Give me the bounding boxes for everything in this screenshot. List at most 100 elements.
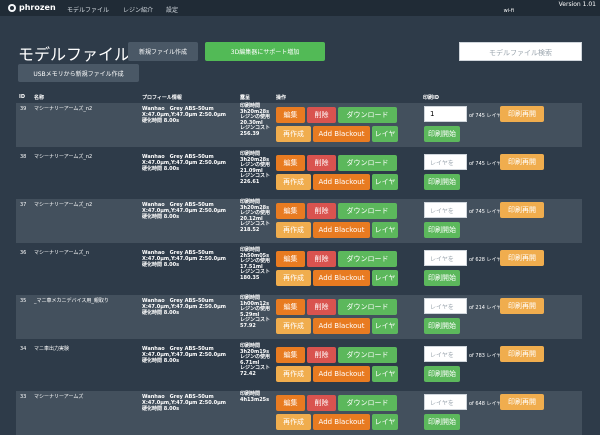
add-blackout-button[interactable]: Add Blackout xyxy=(313,414,370,430)
delete-button[interactable]: 削除 xyxy=(307,395,336,411)
download-button[interactable]: ダウンロード xyxy=(338,395,397,411)
add-blackout-button[interactable]: Add Blackout xyxy=(313,126,370,142)
delete-button[interactable]: 削除 xyxy=(307,347,336,363)
edit-button[interactable]: 編集 xyxy=(276,155,305,171)
row-profile: Wanhao Grey ABS-50um X:47.0μm,Y:47.0μm Z… xyxy=(142,154,226,172)
nav-settings[interactable]: 設定 xyxy=(166,7,179,14)
logo[interactable]: phrozen xyxy=(8,3,56,12)
print-resume-button[interactable]: 印刷再開 xyxy=(500,154,544,170)
recreate-button[interactable]: 再作成 xyxy=(276,126,311,142)
nav-model-files[interactable]: モデルファイル xyxy=(67,7,110,14)
row-name: マニ車出力実験 xyxy=(34,346,70,352)
row-id: 37 xyxy=(20,202,27,208)
download-button[interactable]: ダウンロード xyxy=(338,299,397,315)
recreate-button[interactable]: 再作成 xyxy=(276,270,311,286)
layer-input[interactable]: レイヤを xyxy=(424,298,467,314)
print-resume-button[interactable]: 印刷再開 xyxy=(500,106,544,122)
add-support-button[interactable]: 3D編集器にサポート増加 xyxy=(205,42,325,61)
add-blackout-button[interactable]: Add Blackout xyxy=(313,318,370,334)
model-search-input[interactable]: モデルファイル検索 xyxy=(459,42,582,61)
row-stats: 印刷時間 1h00m12s レジンの使用 5.29ml レジンコスト 57.92 xyxy=(240,295,271,329)
layer-button[interactable]: レイヤ xyxy=(372,318,398,334)
usb-new-file-button[interactable]: USBメモリから新規ファイル作成 xyxy=(18,64,139,82)
wifi-label[interactable]: wi-fi xyxy=(503,8,514,14)
recreate-button[interactable]: 再作成 xyxy=(276,174,311,190)
row-name: マシーナリーアームズ_n xyxy=(34,250,90,256)
layer-count-label: of 214 レイヤ xyxy=(469,305,502,311)
print-resume-button[interactable]: 印刷再開 xyxy=(500,202,544,218)
row-id: 33 xyxy=(20,394,27,400)
layer-input[interactable]: 1 xyxy=(424,106,467,122)
nav-resin-intro[interactable]: レジン紹介 xyxy=(123,7,154,14)
print-start-button[interactable]: 印刷開始 xyxy=(424,270,460,286)
recreate-button[interactable]: 再作成 xyxy=(276,222,311,238)
layer-input[interactable]: レイヤを xyxy=(424,250,467,266)
row-stats: 印刷時間 3h20m28s レジンの使用 20.30ml レジンコスト 256.… xyxy=(240,103,271,137)
header-id: ID xyxy=(19,94,26,100)
recreate-button[interactable]: 再作成 xyxy=(276,318,311,334)
download-button[interactable]: ダウンロード xyxy=(338,107,397,123)
print-start-button[interactable]: 印刷開始 xyxy=(424,366,460,382)
layer-input[interactable]: レイヤを xyxy=(424,394,467,410)
row-name: マシーナリーアームズ_n2 xyxy=(34,202,93,208)
edit-button[interactable]: 編集 xyxy=(276,299,305,315)
add-blackout-button[interactable]: Add Blackout xyxy=(313,366,370,382)
layer-button[interactable]: レイヤ xyxy=(372,366,398,382)
header-profile: プロフィール情報 xyxy=(142,95,182,101)
new-file-button[interactable]: 新規ファイル作成 xyxy=(128,42,198,61)
layer-count-label: of 628 レイヤ xyxy=(469,257,502,263)
print-resume-button[interactable]: 印刷再開 xyxy=(500,250,544,266)
row-stats: 印刷時間 3h20m28s レジンの使用 20.12ml レジンコスト 218.… xyxy=(240,199,271,233)
row-stats: 印刷時間 3h20m28s レジンの使用 21.09ml レジンコスト 226.… xyxy=(240,151,271,185)
delete-button[interactable]: 削除 xyxy=(307,203,336,219)
edit-button[interactable]: 編集 xyxy=(276,107,305,123)
page-title: モデルファイル xyxy=(18,45,131,64)
download-button[interactable]: ダウンロード xyxy=(338,251,397,267)
add-blackout-button[interactable]: Add Blackout xyxy=(313,174,370,190)
layer-input[interactable]: レイヤを xyxy=(424,202,467,218)
edit-button[interactable]: 編集 xyxy=(276,251,305,267)
add-blackout-button[interactable]: Add Blackout xyxy=(313,270,370,286)
recreate-button[interactable]: 再作成 xyxy=(276,414,311,430)
layer-count-label: of 783 レイヤ xyxy=(469,353,502,359)
layer-count-label: of 745 レイヤ xyxy=(469,161,502,167)
recreate-button[interactable]: 再作成 xyxy=(276,366,311,382)
table-row: 37 マシーナリーアームズ_n2 Wanhao Grey ABS-50um X:… xyxy=(16,199,582,243)
layer-input[interactable]: レイヤを xyxy=(424,154,467,170)
layer-button[interactable]: レイヤ xyxy=(372,270,398,286)
print-start-button[interactable]: 印刷開始 xyxy=(424,414,460,430)
print-start-button[interactable]: 印刷開始 xyxy=(424,318,460,334)
row-profile: Wanhao Grey ABS-50um X:47.0μm,Y:47.0μm Z… xyxy=(142,250,226,268)
edit-button[interactable]: 編集 xyxy=(276,395,305,411)
row-profile: Wanhao Grey ABS-50um X:47.0μm,Y:47.0μm Z… xyxy=(142,106,226,124)
edit-button[interactable]: 編集 xyxy=(276,347,305,363)
row-profile: Wanhao Grey ABS-50um X:47.0μm,Y:47.0μm Z… xyxy=(142,202,226,220)
edit-button[interactable]: 編集 xyxy=(276,203,305,219)
delete-button[interactable]: 削除 xyxy=(307,107,336,123)
table-row: 36 マシーナリーアームズ_n Wanhao Grey ABS-50um X:4… xyxy=(16,247,582,291)
table-row: 39 マシーナリーアームズ_n2 Wanhao Grey ABS-50um X:… xyxy=(16,103,582,147)
row-id: 38 xyxy=(20,154,27,160)
download-button[interactable]: ダウンロード xyxy=(338,203,397,219)
layer-button[interactable]: レイヤ xyxy=(372,222,398,238)
print-start-button[interactable]: 印刷開始 xyxy=(424,222,460,238)
row-stats: 印刷時間 4h13m25s xyxy=(240,391,270,403)
download-button[interactable]: ダウンロード xyxy=(338,347,397,363)
add-blackout-button[interactable]: Add Blackout xyxy=(313,222,370,238)
layer-button[interactable]: レイヤ xyxy=(372,174,398,190)
delete-button[interactable]: 削除 xyxy=(307,155,336,171)
print-start-button[interactable]: 印刷開始 xyxy=(424,174,460,190)
print-start-button[interactable]: 印刷開始 xyxy=(424,126,460,142)
table-row: 33 マシーナリーアームズ Wanhao Grey ABS-50um X:47.… xyxy=(16,391,582,435)
download-button[interactable]: ダウンロード xyxy=(338,155,397,171)
print-resume-button[interactable]: 印刷再開 xyxy=(500,394,544,410)
layer-button[interactable]: レイヤ xyxy=(372,414,398,430)
print-resume-button[interactable]: 印刷再開 xyxy=(500,298,544,314)
layer-input[interactable]: レイヤを xyxy=(424,346,467,362)
layer-button[interactable]: レイヤ xyxy=(372,126,398,142)
delete-button[interactable]: 削除 xyxy=(307,251,336,267)
row-id: 39 xyxy=(20,106,27,112)
print-resume-button[interactable]: 印刷再開 xyxy=(500,346,544,362)
delete-button[interactable]: 削除 xyxy=(307,299,336,315)
top-navbar: phrozen モデルファイル レジン紹介 設定 Version 1.01 wi… xyxy=(0,0,600,16)
